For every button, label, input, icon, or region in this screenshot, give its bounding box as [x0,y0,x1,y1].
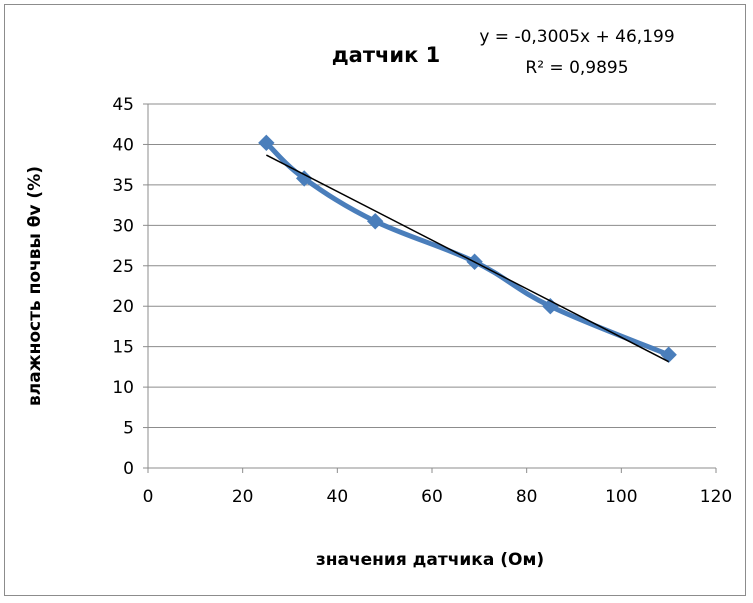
x-tick-label: 120 [700,487,732,507]
data-point-marker [661,347,676,362]
y-tick-label: 30 [112,216,134,236]
y-tick-label: 15 [112,338,134,358]
y-tick-label: 25 [112,257,134,277]
x-tick-label: 0 [143,487,154,507]
x-tick-label: 80 [516,487,538,507]
trendline-equation: y = -0,3005x + 46,199 [479,27,674,47]
trendline-r-squared: R² = 0,9895 [525,58,628,78]
chart-title: датчик 1 [332,43,441,67]
y-tick-label: 35 [112,176,134,196]
x-tick-label: 20 [232,487,254,507]
x-axis-label: значения датчика (Ом) [316,550,544,570]
y-tick-label: 0 [123,459,134,479]
y-tick-label: 5 [123,419,134,439]
x-tick-label: 100 [605,487,637,507]
x-tick-label: 60 [421,487,443,507]
x-tick-label: 40 [327,487,349,507]
y-tick-label: 10 [112,378,134,398]
y-tick-label: 40 [112,135,134,155]
y-axis-label: влажность почвы θv (%) [25,166,45,406]
y-tick-label: 45 [112,95,134,115]
trendline [266,155,668,362]
y-tick-label: 20 [112,297,134,317]
series-line [266,143,668,355]
